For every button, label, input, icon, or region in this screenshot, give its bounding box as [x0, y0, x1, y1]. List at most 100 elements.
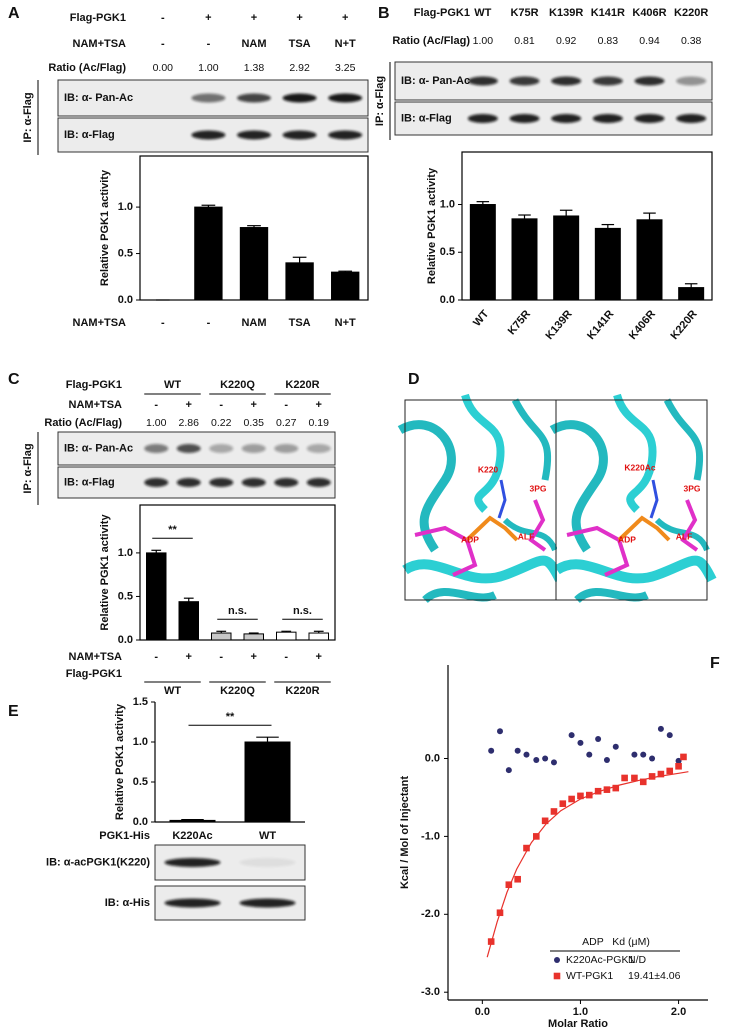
row-cell: 0.38: [681, 35, 702, 47]
legend-kd: N/D: [628, 954, 647, 966]
y-tick-label: 0.5: [118, 247, 133, 259]
significance-label: **: [226, 711, 235, 723]
bar: [594, 227, 621, 301]
panel-letter: F: [710, 655, 720, 672]
row-cell: 3.25: [335, 62, 356, 74]
point: [680, 753, 687, 761]
blot-label: IB: α-His: [105, 897, 150, 909]
error-bar: [247, 225, 261, 228]
row-cell: +: [251, 399, 257, 411]
point: [488, 747, 495, 754]
error-bar: [476, 201, 490, 205]
y-tick-label: 0.5: [118, 590, 133, 602]
x-tick-label: -: [161, 317, 165, 329]
point: [631, 774, 638, 782]
error-bar: [684, 283, 698, 288]
row-cell: 1.00: [146, 417, 167, 429]
point: [568, 795, 575, 803]
structure-label: ALF: [518, 531, 535, 541]
point: [496, 909, 504, 917]
blot-band: [328, 93, 363, 103]
point: [514, 747, 521, 754]
structure-label: ADP: [461, 534, 479, 544]
point: [542, 755, 549, 762]
point: [657, 770, 665, 778]
x-tick-label: K139R: [543, 308, 574, 342]
panel-letter: C: [8, 371, 20, 388]
panel-letter: B: [378, 5, 390, 22]
blot-band: [164, 858, 221, 867]
bar: [211, 632, 232, 641]
point: [550, 759, 557, 766]
panel-letter: A: [8, 5, 20, 22]
row-cell: WT: [474, 7, 491, 19]
blot-band: [176, 478, 201, 487]
point: [612, 784, 620, 792]
blot-band: [191, 130, 226, 140]
row-cell: N+T: [335, 38, 356, 50]
y-tick-label: -2.0: [421, 908, 440, 920]
group-label: K220R: [285, 685, 319, 697]
row-label: Ratio (Ac/Flag): [48, 62, 126, 74]
bar: [169, 819, 216, 823]
panel-d-structure: [400, 395, 712, 600]
point: [621, 774, 628, 782]
row-cell: -: [161, 38, 165, 50]
blot-label: IB: α- Pan-Ac: [64, 92, 133, 104]
x-tick-label: 0.0: [475, 1006, 490, 1018]
blot-band: [241, 478, 266, 487]
blot-band: [191, 93, 226, 103]
point: [577, 792, 584, 800]
y-axis-label: Relative PGK1 activity: [114, 703, 126, 820]
blot-band: [237, 130, 271, 140]
structure-label: K220: [478, 464, 499, 474]
blot-band: [144, 478, 169, 487]
row-cell: K406R: [632, 7, 666, 19]
bar: [636, 219, 663, 301]
point: [505, 767, 512, 774]
blot-band: [176, 444, 201, 453]
y-axis-label: Relative PGK1 activity: [99, 514, 111, 631]
bar: [469, 204, 496, 301]
row-cell: 0.81: [514, 35, 535, 47]
blot-band: [509, 76, 540, 86]
error-bar: [201, 204, 216, 208]
point: [640, 751, 647, 758]
legend-label: K220Ac-PGK1: [566, 954, 634, 966]
x-tick-label: -: [154, 651, 158, 663]
significance-label: n.s.: [293, 605, 312, 617]
row-cell: K220Q: [220, 379, 255, 391]
row-cell: -: [207, 38, 211, 50]
point: [497, 728, 503, 735]
point: [631, 751, 638, 758]
y-tick-label: -1.0: [421, 830, 440, 842]
blot-label: IB: α- Pan-Ac: [401, 75, 470, 87]
x-tick-label: WT: [259, 830, 276, 842]
bar: [194, 206, 223, 301]
error-bar: [559, 209, 573, 216]
point: [649, 755, 656, 762]
row-label: Flag-PGK1: [66, 379, 122, 391]
blot-band: [551, 114, 582, 123]
point: [612, 743, 619, 750]
blot-band: [239, 898, 296, 908]
blot-band: [467, 114, 498, 123]
error-bar: [248, 632, 259, 634]
row-label: NAM+TSA: [69, 399, 123, 411]
point: [505, 881, 513, 888]
row-label: Ratio (Ac/Flag): [44, 417, 122, 429]
point: [550, 808, 558, 815]
point: [585, 791, 593, 799]
x-tick-label: K75R: [506, 308, 533, 337]
row-cell: 2.86: [179, 417, 200, 429]
error-bar: [281, 630, 292, 633]
row-cell: 2.92: [289, 62, 310, 74]
y-tick-label: 1.0: [118, 547, 133, 559]
error-bar: [338, 270, 353, 273]
blot-band: [282, 130, 317, 140]
error-bar: [292, 256, 307, 263]
error-bar: [643, 212, 656, 220]
blot-band: [282, 93, 317, 103]
x-tick-label: K220Ac: [172, 830, 212, 842]
point: [541, 817, 549, 825]
